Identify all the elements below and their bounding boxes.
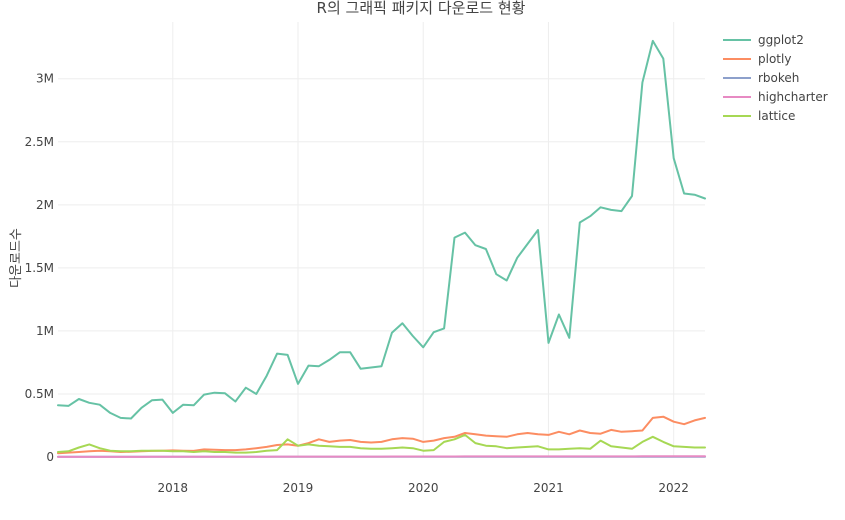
- x-tick-label: 2019: [283, 481, 314, 495]
- series-line-lattice: [57, 433, 706, 454]
- y-tick-label: 1.5M: [25, 261, 54, 275]
- x-tick-label: 2022: [658, 481, 689, 495]
- plot-area[interactable]: [57, 39, 706, 458]
- y-tick-label: 2M: [36, 198, 54, 212]
- legend-item-plotly[interactable]: plotly: [723, 52, 791, 66]
- y-axis-label: 다운로드수: [9, 228, 24, 288]
- legend-item-lattice[interactable]: lattice: [723, 109, 795, 123]
- grid: [58, 22, 705, 458]
- y-tick-label: 1M: [36, 324, 54, 338]
- legend-item-ggplot2[interactable]: ggplot2: [723, 33, 804, 47]
- x-tick-label: 2021: [533, 481, 564, 495]
- legend-label: highcharter: [758, 90, 828, 104]
- legend-item-highcharter[interactable]: highcharter: [723, 90, 828, 104]
- x-tick-label: 2020: [408, 481, 439, 495]
- legend-label: plotly: [758, 52, 791, 66]
- legend-label: ggplot2: [758, 33, 804, 47]
- x-tick-label: 2018: [158, 481, 189, 495]
- series-line-highcharter: [57, 455, 706, 458]
- y-tick-label: 3M: [36, 72, 54, 86]
- chart-title: R의 그래픽 패키지 다운로드 현황: [317, 0, 526, 17]
- legend[interactable]: ggplot2 plotly rbokeh highcharter lattice: [723, 33, 828, 123]
- legend-item-rbokeh[interactable]: rbokeh: [723, 71, 799, 85]
- x-axis: 2018 2019 2020 2021 2022: [158, 481, 689, 495]
- series-line-plotly: [57, 415, 706, 455]
- y-tick-label: 0.5M: [25, 387, 54, 401]
- legend-label: rbokeh: [758, 71, 799, 85]
- series-line-ggplot2: [57, 39, 706, 420]
- y-axis: 0 0.5M 1M 1.5M 2M 2.5M 3M: [25, 72, 54, 464]
- legend-label: lattice: [758, 109, 795, 123]
- y-tick-label: 2.5M: [25, 135, 54, 149]
- y-tick-label: 0: [46, 450, 54, 464]
